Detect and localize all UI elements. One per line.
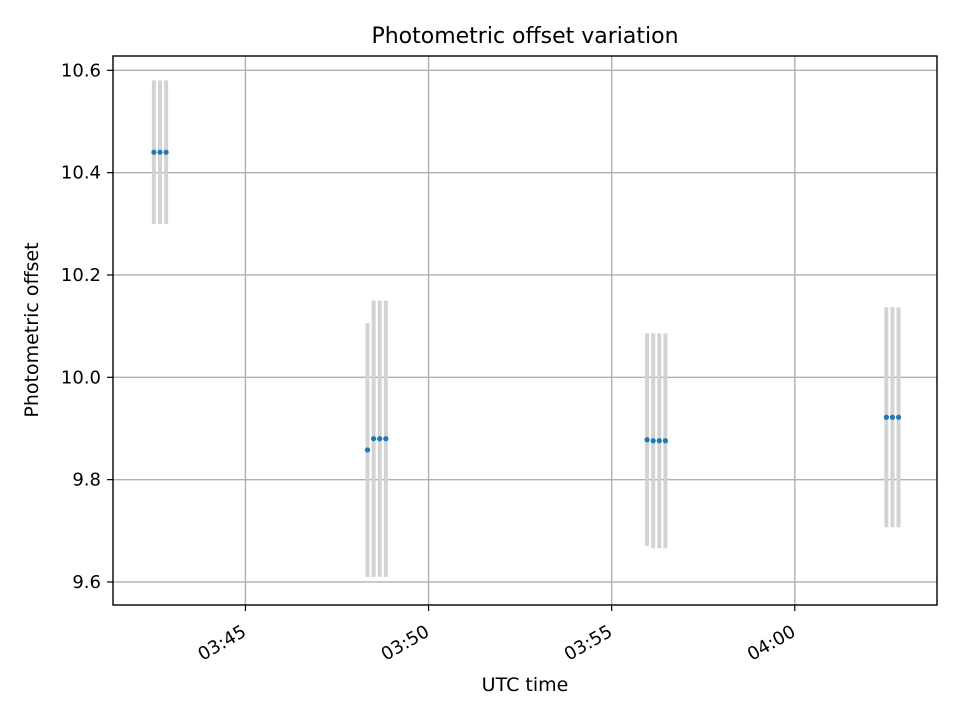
- plot-frame: [112, 55, 938, 606]
- x-axis-label: UTC time: [482, 674, 569, 696]
- y-tick-label: 10.6: [61, 60, 101, 81]
- y-tick-label: 10.0: [61, 367, 101, 388]
- data-point: [889, 414, 896, 420]
- data-points: [151, 149, 902, 453]
- chart-title: Photometric offset variation: [371, 24, 678, 49]
- y-tick-label: 9.8: [72, 470, 101, 491]
- data-point: [895, 414, 902, 420]
- data-point: [662, 438, 668, 444]
- y-axis-label: Photometric offset: [21, 242, 43, 417]
- data-point: [883, 414, 889, 420]
- data-point: [644, 437, 650, 443]
- data-point: [371, 436, 377, 442]
- data-point: [377, 436, 383, 442]
- data-point: [656, 438, 662, 444]
- grid: [113, 56, 937, 605]
- data-point: [364, 447, 371, 453]
- data-point: [157, 149, 163, 155]
- data-point: [383, 436, 389, 442]
- y-tick-label: 10.4: [61, 163, 101, 184]
- data-point: [163, 149, 169, 155]
- data-point: [650, 438, 656, 444]
- y-tick-label: 10.2: [61, 265, 101, 286]
- data-point: [151, 149, 157, 155]
- y-tick-label: 9.6: [72, 572, 101, 593]
- y-axis: 9.6 9.8 10.0 10.2 10.4 10.6: [61, 60, 113, 593]
